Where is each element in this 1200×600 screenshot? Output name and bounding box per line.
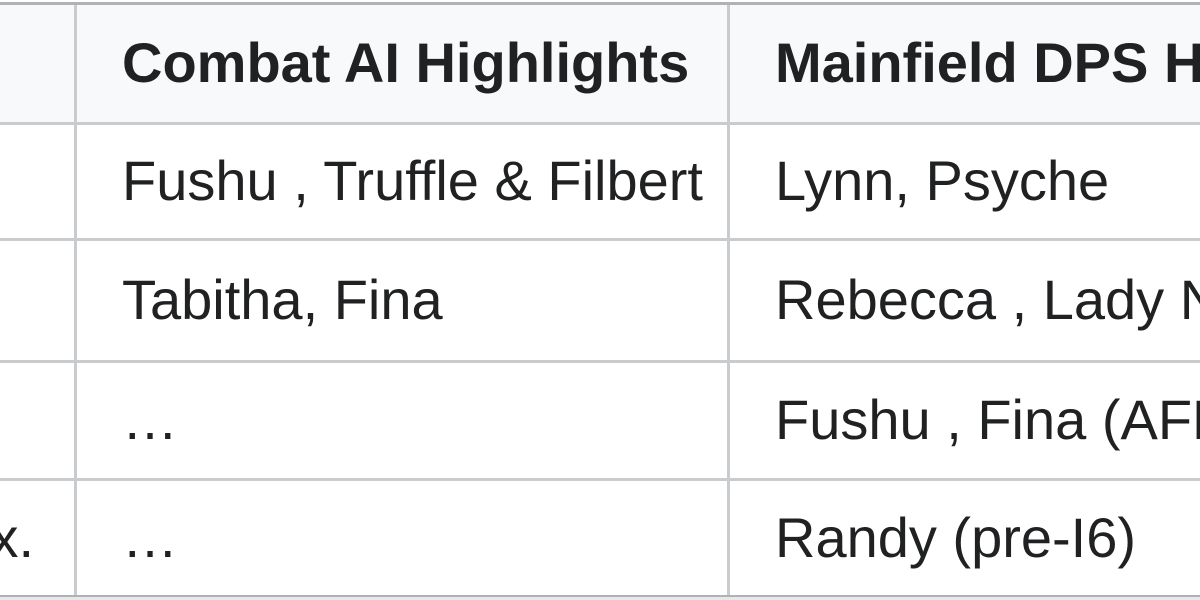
row-4-combat-ai-cell: …	[77, 481, 727, 595]
col-header-mainfield-dps: Mainfield DPS Highlights	[730, 5, 1200, 122]
row-1-combat-ai-cell: Fushu , Truffle & Filbert	[77, 125, 727, 238]
row-3-mainfield-dps-cell: Fushu , Fina (AFK	[730, 363, 1200, 478]
col-header-combat-ai: Combat AI Highlights	[77, 5, 727, 122]
row-3-label	[0, 363, 74, 478]
row-4-mainfield-dps-cell: Randy (pre-I6)	[730, 481, 1200, 595]
page-edge-strip	[0, 597, 1200, 600]
row-2-mainfield-dps-cell: Rebecca , Lady N	[730, 241, 1200, 360]
row-1-mainfield-dps-cell: Lynn, Psyche	[730, 125, 1200, 238]
row-3-combat-ai-cell: …	[77, 363, 727, 478]
row-2-label	[0, 241, 74, 360]
col-header-row-label	[0, 5, 74, 122]
row-2-combat-ai-cell: Tabitha, Fina	[77, 241, 727, 360]
row-1-label	[0, 125, 74, 238]
row-4-label: x.	[0, 481, 74, 595]
